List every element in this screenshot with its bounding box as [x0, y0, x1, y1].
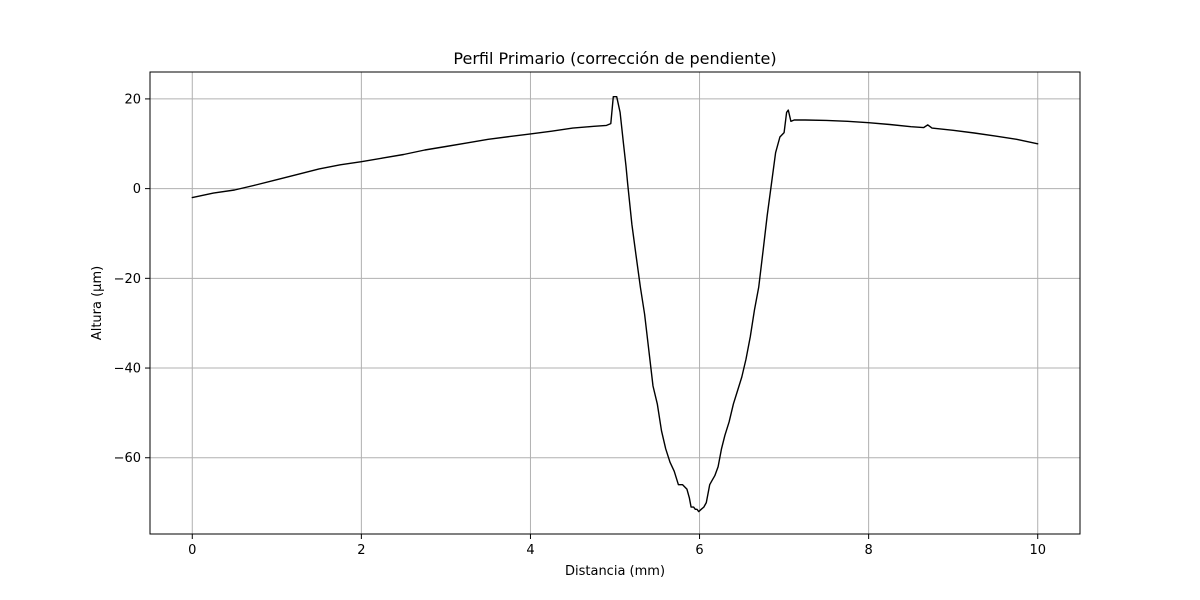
x-tick-label: 6: [695, 543, 703, 558]
y-tick-label: −20: [114, 272, 141, 287]
chart-title: Perfil Primario (corrección de pendiente…: [453, 49, 776, 68]
axes-ticks: 0 2 4 6 8 10 20 0 −20 −40 −60: [114, 92, 1046, 558]
grid: [150, 72, 1080, 534]
y-axis-label: Altura (µm): [90, 266, 105, 340]
y-tick-label: −60: [114, 451, 141, 466]
x-tick-label: 10: [1029, 543, 1046, 558]
profile-line: [191, 95, 1039, 513]
x-tick-label: 4: [526, 543, 534, 558]
x-tick-label: 2: [357, 543, 365, 558]
y-tick-label: −40: [114, 362, 141, 377]
x-tick-label: 8: [864, 543, 872, 558]
x-axis-label: Distancia (mm): [565, 564, 665, 579]
plot-area: [191, 95, 1039, 513]
y-tick-label: 20: [124, 92, 141, 107]
y-tick-label: 0: [133, 182, 141, 197]
x-tick-label: 0: [188, 543, 196, 558]
plot-frame: [149, 71, 1081, 535]
